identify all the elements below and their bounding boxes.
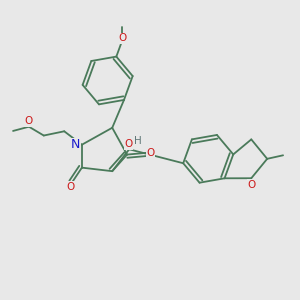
Text: N: N [71, 138, 80, 151]
Text: O: O [24, 116, 32, 126]
Text: O: O [124, 140, 133, 149]
Text: O: O [247, 180, 255, 190]
Text: O: O [119, 33, 127, 43]
Text: O: O [67, 182, 75, 192]
Text: O: O [147, 148, 155, 158]
Text: H: H [134, 136, 142, 146]
